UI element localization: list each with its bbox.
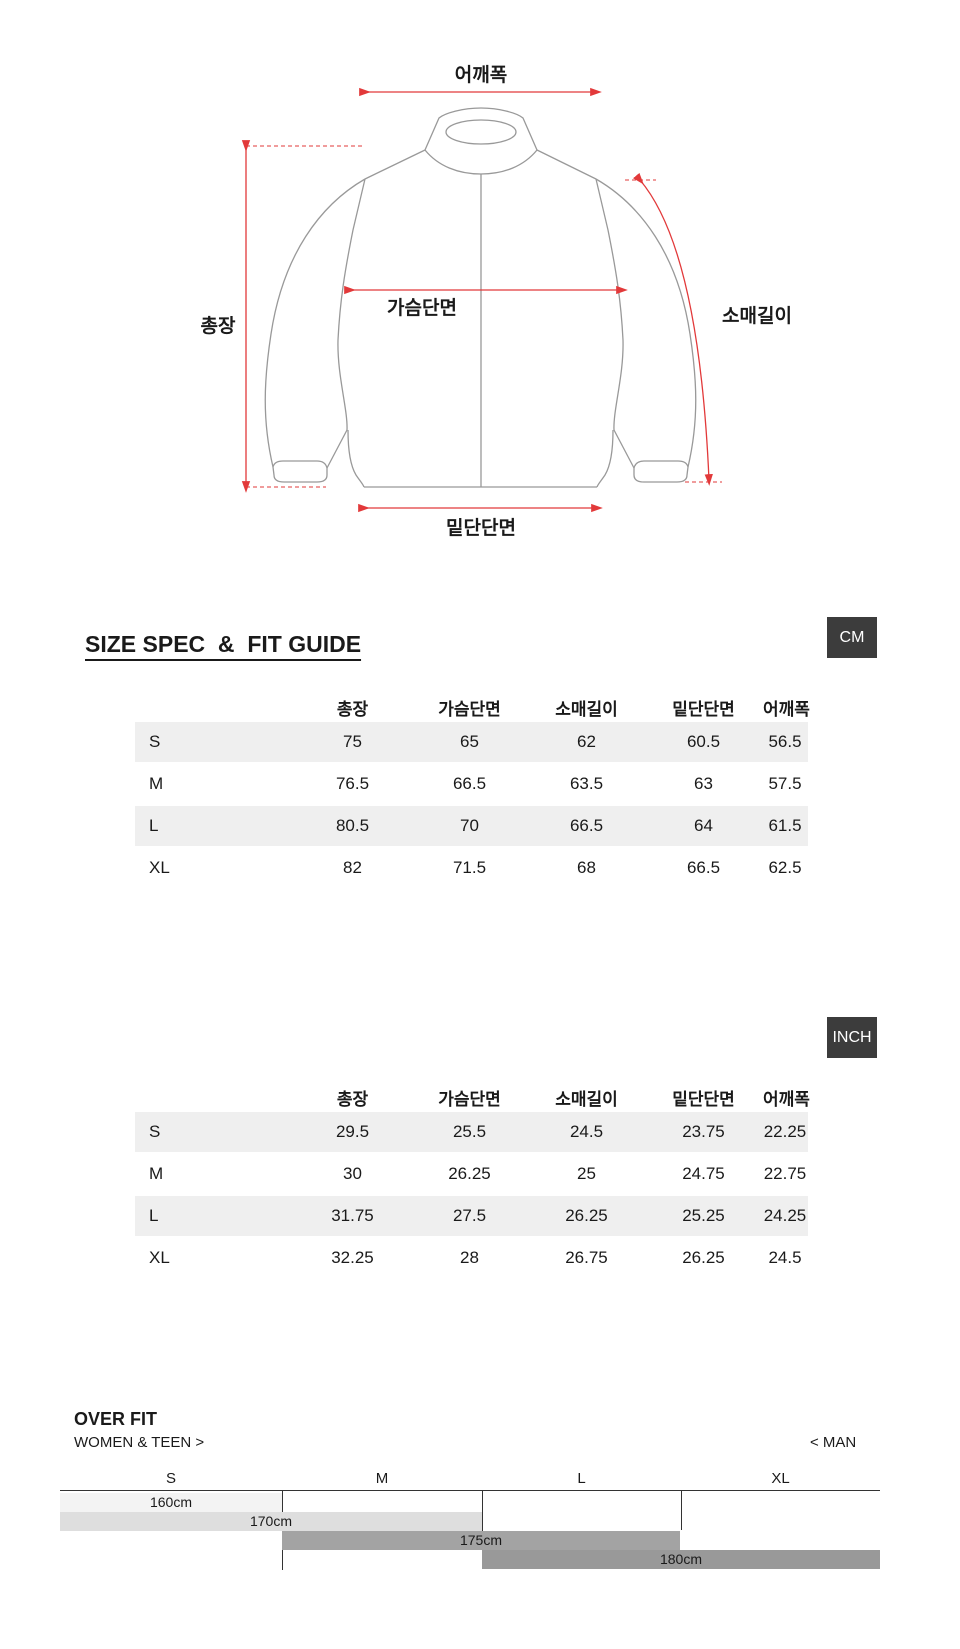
svg-text:밑단단면: 밑단단면 bbox=[446, 517, 516, 539]
svg-text:소매길이: 소매길이 bbox=[722, 305, 792, 327]
svg-text:어깨폭: 어깨폭 bbox=[455, 64, 507, 86]
svg-text:총장: 총장 bbox=[201, 315, 236, 337]
svg-text:가슴단면: 가슴단면 bbox=[387, 297, 457, 319]
